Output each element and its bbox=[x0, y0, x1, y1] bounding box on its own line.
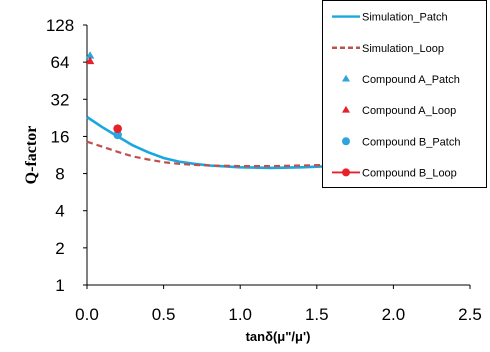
x-tick-label: 0.5 bbox=[152, 305, 176, 324]
y-tick-label: 2 bbox=[55, 239, 64, 258]
legend-label-simulation-loop: Simulation_Loop bbox=[362, 43, 444, 55]
data-point-compound-a-loop bbox=[85, 56, 95, 65]
x-tick-label: 2.5 bbox=[458, 305, 482, 324]
legend-marker-compound-a-loop bbox=[342, 105, 350, 113]
x-tick-label: 1.5 bbox=[305, 305, 329, 324]
data-point-compound-b-loop bbox=[113, 124, 122, 133]
legend-label-compound-a-patch: Compound A_Patch bbox=[362, 74, 460, 86]
tick-layer: 1 2 4 8 16 32 64 128 0.0 0.5 1.0 1.5 2.0 2.5 bbox=[46, 16, 482, 324]
legend-marker-compound-a-patch bbox=[342, 74, 350, 82]
y-tick-label: 64 bbox=[51, 53, 70, 72]
x-axis-label: tanδ(μ"/μ') bbox=[246, 329, 311, 344]
legend-label-simulation-patch: Simulation_Patch bbox=[362, 12, 448, 24]
y-tick-label: 16 bbox=[51, 127, 70, 146]
legend-marker-compound-b-patch bbox=[342, 137, 350, 146]
data-point-compound-a-patch bbox=[85, 51, 95, 59]
legend-box bbox=[322, 0, 487, 188]
plot-area bbox=[86, 25, 470, 286]
legend-marker-compound-b-loop bbox=[342, 168, 350, 177]
legend-label-compound-b-patch: Compound B_Patch bbox=[362, 136, 460, 148]
y-tick-label: 32 bbox=[51, 90, 70, 109]
series-line-simulation-loop bbox=[86, 140, 471, 168]
x-tick-label: 0.0 bbox=[75, 305, 99, 324]
legend-label-compound-b-loop: Compound B_Loop bbox=[362, 167, 457, 179]
y-tick-label: 8 bbox=[55, 165, 64, 184]
y-tick-label: 4 bbox=[55, 202, 64, 221]
y-tick-label: 1 bbox=[55, 276, 64, 295]
y-tick-label: 128 bbox=[46, 16, 74, 35]
legend: Simulation_Patch Simulation_Loop Compound … bbox=[322, 0, 487, 188]
legend-label-compound-a-loop: Compound A_Loop bbox=[362, 105, 456, 117]
x-tick-label: 1.0 bbox=[228, 305, 252, 324]
data-point-compound-b-patch bbox=[113, 130, 122, 140]
y-axis-label: Q-factor bbox=[23, 126, 40, 185]
x-tick-label: 2.0 bbox=[382, 305, 406, 324]
